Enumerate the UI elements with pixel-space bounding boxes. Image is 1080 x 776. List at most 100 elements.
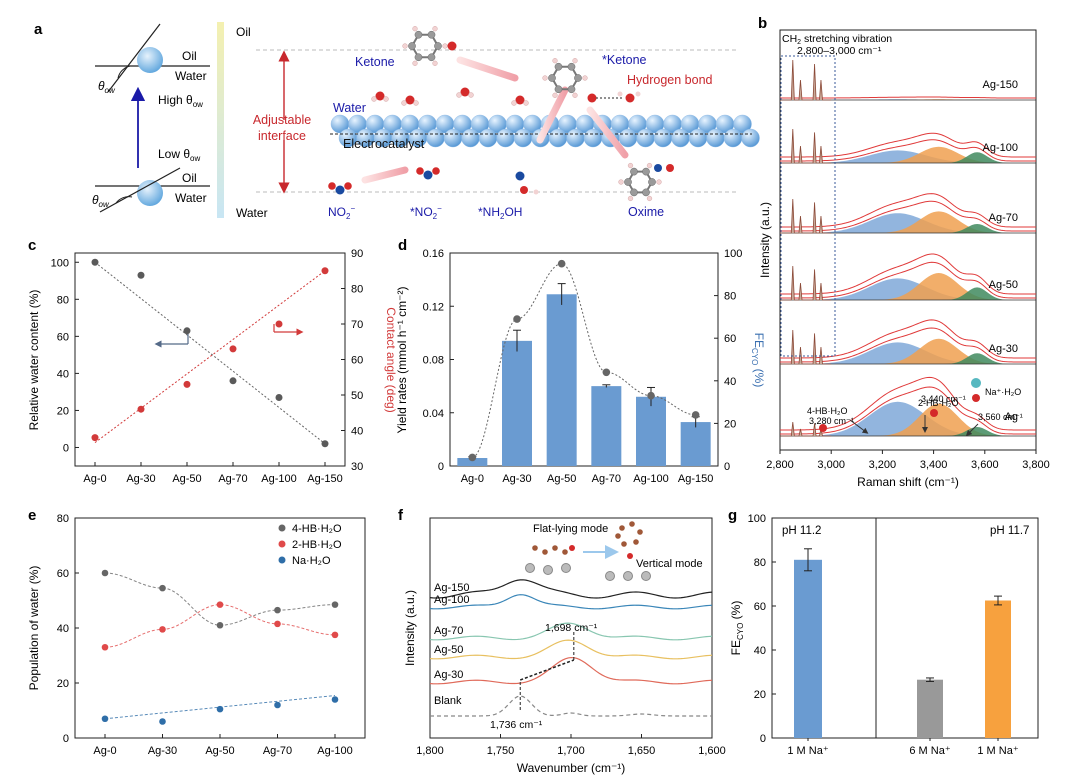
star-nh2oh-label: *NH2OH bbox=[478, 205, 522, 221]
y2tick-label: 80 bbox=[724, 291, 736, 303]
trend-1 bbox=[104, 604, 336, 648]
ytick-label: 80 bbox=[754, 557, 766, 569]
y2tick-label: 100 bbox=[724, 248, 742, 260]
bar bbox=[591, 386, 622, 466]
y2tick-label: 80 bbox=[351, 284, 363, 296]
oil-water-contact-high: Oil Water θow High θow bbox=[95, 23, 210, 109]
point-water-content bbox=[229, 377, 237, 385]
xtick-label: 1 M Na⁺ bbox=[787, 745, 828, 757]
ytick-label: 40 bbox=[57, 368, 69, 380]
molecule-atom bbox=[619, 525, 625, 531]
xtick-label: 1 M Na⁺ bbox=[977, 745, 1018, 757]
point-0 bbox=[101, 569, 109, 577]
d-plot: 0 0.04 0.08 0.12 0.16 0 20 40 60 80 100 Ag-0 Ag-30 Ag… bbox=[423, 248, 743, 485]
c-ylabel: Relative water content (%) bbox=[27, 290, 41, 431]
catalyst-atom bbox=[741, 128, 760, 148]
catalyst-atom bbox=[733, 114, 752, 134]
f-ylabel: Intensity (a.u.) bbox=[403, 590, 417, 666]
catalyst-atom bbox=[566, 128, 585, 148]
hydrogen-atom bbox=[618, 179, 624, 185]
xtick-label: Ag-100 bbox=[633, 473, 668, 485]
low-theta-label: Low θow bbox=[158, 147, 200, 163]
b-ylabel: Intensity (a.u.) bbox=[758, 202, 772, 278]
plot-frame-b bbox=[779, 29, 1037, 451]
point-1 bbox=[331, 631, 339, 639]
arrow bbox=[965, 423, 979, 437]
trend-0 bbox=[104, 572, 336, 626]
panel-c: c 0 20 40 60 80 100 30 40 50 60 70 80 90 Ag-0 Ag-30 Ag-… bbox=[27, 237, 398, 485]
point-contact-angle bbox=[275, 320, 283, 328]
plot-frame-c bbox=[74, 252, 346, 467]
flow-arrow-oxime bbox=[586, 106, 629, 159]
flow-arrow-no2 bbox=[361, 166, 409, 184]
series-label: Ag-100 bbox=[434, 594, 469, 606]
point-contact-angle bbox=[183, 380, 191, 388]
hydrogen-atom bbox=[646, 195, 653, 202]
panel-label-d: d bbox=[398, 237, 407, 254]
oil-water-contact-low: Oil Water θow Low θow bbox=[92, 147, 210, 213]
ytick-label: 0 bbox=[760, 733, 766, 745]
water-hydrogen bbox=[456, 92, 462, 98]
panel-label-c: c bbox=[28, 237, 36, 254]
hb2-annotation: 2-HB·H₂O bbox=[918, 398, 959, 408]
point-0 bbox=[331, 601, 339, 608]
hb2-band-Ag-100 bbox=[818, 146, 1036, 163]
arrow bbox=[849, 419, 869, 434]
carbon-atom bbox=[642, 167, 650, 176]
y2tick-label: 90 bbox=[351, 248, 363, 260]
hydrogen-atom bbox=[572, 92, 578, 98]
series-label: Ag-30 bbox=[434, 669, 463, 681]
series-label: Ag bbox=[1005, 411, 1018, 423]
no2-label: NO2− bbox=[328, 204, 355, 221]
legend-label: 2-HB·H₂O bbox=[292, 539, 342, 551]
d-ylabel: Yield rates (mmol h⁻¹ cm⁻²) bbox=[395, 287, 409, 434]
catalyst-atom bbox=[706, 128, 725, 148]
bar bbox=[794, 559, 822, 738]
point-0 bbox=[274, 606, 281, 614]
series-label: Blank bbox=[434, 695, 462, 707]
carbon-atom bbox=[434, 42, 442, 50]
water-oxygen bbox=[515, 95, 525, 105]
hydrogen-atom bbox=[432, 60, 438, 66]
adsorption-mode-molecules bbox=[525, 521, 651, 581]
c-y2label: Contact angle (deg) bbox=[384, 307, 398, 412]
ytick-label: 0.12 bbox=[423, 301, 444, 313]
point-contact-angle bbox=[321, 267, 329, 275]
y2tick-label: 50 bbox=[351, 390, 363, 402]
small-molecules bbox=[328, 87, 539, 195]
ch-peaks-Ag-70 bbox=[780, 198, 832, 234]
legend-marker bbox=[278, 556, 286, 564]
panel-label-f: f bbox=[398, 507, 404, 524]
ytick-label: 60 bbox=[57, 331, 69, 343]
ch-label-1: CH2 stretching vibration bbox=[782, 33, 892, 46]
theta-bottom: θow bbox=[92, 193, 110, 209]
point-contact-angle bbox=[229, 345, 237, 353]
ytick-label: 0.04 bbox=[423, 408, 444, 420]
y2tick-label: 60 bbox=[351, 355, 363, 367]
xtick-label: Ag-50 bbox=[172, 473, 201, 485]
molecule-atom bbox=[562, 549, 568, 555]
flow-arrow-ketone bbox=[456, 56, 519, 82]
xtick-label: Ag-0 bbox=[83, 473, 106, 485]
carbon-atom bbox=[554, 62, 563, 71]
water-hydrogen bbox=[523, 100, 529, 106]
point-1 bbox=[216, 601, 224, 608]
xtick-label: 1,600 bbox=[698, 745, 726, 757]
carbon-atom bbox=[574, 74, 582, 82]
water-icon bbox=[972, 394, 980, 402]
oxygen-atom bbox=[328, 182, 336, 190]
bar bbox=[457, 458, 488, 466]
water-hydrogen bbox=[383, 96, 389, 102]
series-label: Ag-50 bbox=[434, 644, 463, 656]
spectrum-Ag-100 bbox=[429, 594, 713, 610]
hydrogen-atom bbox=[533, 189, 539, 195]
catalyst-atom bbox=[583, 128, 603, 148]
hydrogen-atom bbox=[627, 195, 634, 202]
oxygen-atom bbox=[344, 182, 352, 190]
envelope-outer-Ag-70 bbox=[779, 193, 1036, 228]
series-label: Ag-70 bbox=[989, 212, 1018, 224]
legend-marker bbox=[278, 524, 286, 532]
legend-label: 4-HB·H₂O bbox=[292, 523, 342, 535]
gradient-oil-label: Oil bbox=[236, 25, 251, 39]
